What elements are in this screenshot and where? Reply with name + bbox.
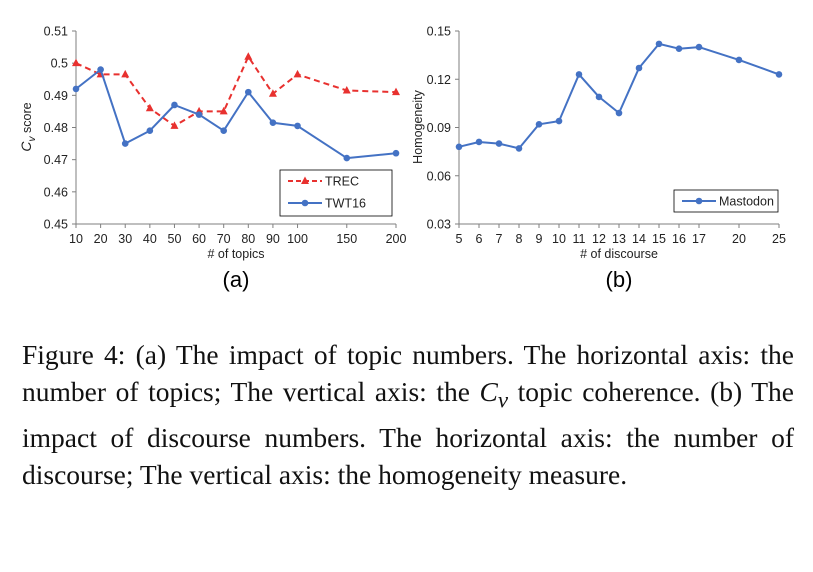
x-tick-label: 40 [143, 232, 157, 246]
y-tick-label: 0.12 [427, 73, 451, 87]
x-tick-label: 6 [476, 232, 483, 246]
data-point-trec [121, 69, 130, 78]
x-tick-label: 10 [69, 232, 83, 246]
data-point-twt16 [294, 122, 301, 130]
x-tick-label: 60 [192, 232, 206, 246]
data-point-trec [293, 69, 302, 78]
data-point-trec [170, 121, 179, 129]
series-line-twt16 [75, 68, 397, 160]
y-tick-label: 0.45 [44, 218, 68, 232]
data-point-mastodon [595, 93, 603, 101]
y-tick-label: 0.03 [427, 218, 451, 232]
data-point-twt16 [171, 101, 178, 109]
y-tick-label: 0.5 [51, 57, 68, 71]
caption-suffix: topic coherence. (b) The impact of disco… [22, 376, 795, 490]
data-point-twt16 [220, 127, 227, 135]
data-point-mastodon [455, 143, 463, 151]
data-point-mastodon [635, 64, 643, 72]
x-tick-label: 8 [516, 232, 523, 246]
data-point-mastodon [735, 56, 743, 64]
series-line-trec [75, 55, 397, 127]
x-tick-label: 11 [573, 232, 586, 246]
y-tick-label: 0.47 [44, 153, 68, 167]
data-point-mastodon [655, 40, 663, 48]
y-tick-label: 0.51 [44, 25, 68, 39]
x-axis-title: # of discourse [580, 247, 658, 261]
caption-prefix: Figure 4: (a) The impact of topic number… [22, 339, 794, 407]
caption-cv-symbol: Cv [479, 376, 509, 413]
x-tick-label: 50 [168, 232, 182, 246]
legend-marker-twt16 [301, 199, 309, 207]
legend-marker-mastodon [695, 197, 703, 205]
figure-caption: Figure 4: (a) The impact of topic number… [22, 336, 794, 493]
data-point-mastodon [555, 117, 563, 125]
data-point-trec [219, 106, 228, 115]
data-point-mastodon [775, 71, 783, 78]
legend-label-trec: TREC [325, 175, 359, 189]
x-tick-label: 20 [732, 232, 746, 246]
data-point-twt16 [121, 140, 129, 147]
x-tick-label: 90 [266, 232, 280, 246]
x-tick-label: 25 [772, 232, 786, 246]
y-tick-label: 0.09 [427, 121, 451, 135]
data-point-mastodon [515, 145, 523, 152]
y-axis-title: Homogeneity [411, 89, 425, 163]
series-line-mastodon [458, 42, 780, 150]
legend-label-twt16: TWT16 [325, 197, 366, 211]
data-point-mastodon [495, 140, 503, 147]
x-tick-label: 13 [612, 232, 626, 246]
y-tick-label: 0.46 [44, 185, 68, 199]
data-point-mastodon [475, 138, 483, 146]
data-point-twt16 [97, 66, 104, 73]
x-tick-label: 100 [287, 232, 308, 246]
data-point-twt16 [146, 127, 154, 135]
x-tick-label: 17 [692, 232, 706, 246]
x-tick-label: 15 [652, 232, 666, 246]
x-tick-label: 12 [592, 232, 606, 246]
data-point-twt16 [343, 154, 351, 162]
x-tick-label: 10 [552, 232, 566, 246]
y-tick-label: 0.49 [44, 89, 68, 103]
data-point-twt16 [392, 149, 400, 157]
legend-box [279, 169, 393, 217]
legend-label-mastodon: Mastodon [719, 195, 774, 209]
data-point-mastodon [695, 43, 703, 51]
x-tick-label: 14 [632, 232, 646, 246]
x-tick-label: 70 [217, 232, 231, 246]
data-point-trec [392, 87, 400, 96]
data-point-trec [145, 103, 154, 112]
data-point-trec [342, 86, 351, 94]
data-point-mastodon [675, 45, 683, 52]
y-tick-label: 0.15 [427, 25, 451, 39]
data-point-trec [268, 89, 277, 97]
data-point-twt16 [195, 111, 203, 118]
y-tick-label: 0.48 [44, 121, 68, 135]
x-tick-label: 5 [456, 232, 463, 246]
legend-marker-trec [301, 176, 309, 184]
x-tick-label: 7 [496, 232, 503, 246]
data-point-twt16 [245, 88, 252, 96]
data-point-twt16 [269, 119, 277, 126]
x-tick-label: 9 [536, 232, 543, 246]
data-point-mastodon [575, 71, 583, 78]
data-point-mastodon [615, 109, 623, 117]
x-tick-label: 80 [241, 232, 255, 246]
data-point-trec [244, 52, 253, 60]
x-tick-label: 200 [386, 232, 406, 246]
x-tick-label: 150 [336, 232, 357, 246]
x-tick-label: 20 [94, 232, 108, 246]
panel-label: (b) [606, 267, 633, 292]
y-tick-label: 0.06 [427, 169, 451, 183]
panel-label: (a) [223, 267, 250, 292]
x-axis-title: # of topics [208, 247, 265, 261]
chart-b: 0.03 0.06 0.09 0.12 0.15 5 6 7 8 9 10 11 12 13 14 15 16 1… [411, 25, 786, 293]
chart-a: 0.45 0.46 0.47 0.48 0.49 0.5 0.51 10 20 30 40 50 60 7… [18, 25, 406, 293]
data-point-twt16 [72, 85, 80, 93]
x-tick-label: 30 [118, 232, 132, 246]
data-point-trec [72, 58, 80, 67]
data-point-mastodon [535, 120, 543, 128]
legend-box [673, 189, 779, 213]
y-axis-title: Cv score [18, 102, 38, 151]
x-tick-label: 16 [672, 232, 686, 246]
